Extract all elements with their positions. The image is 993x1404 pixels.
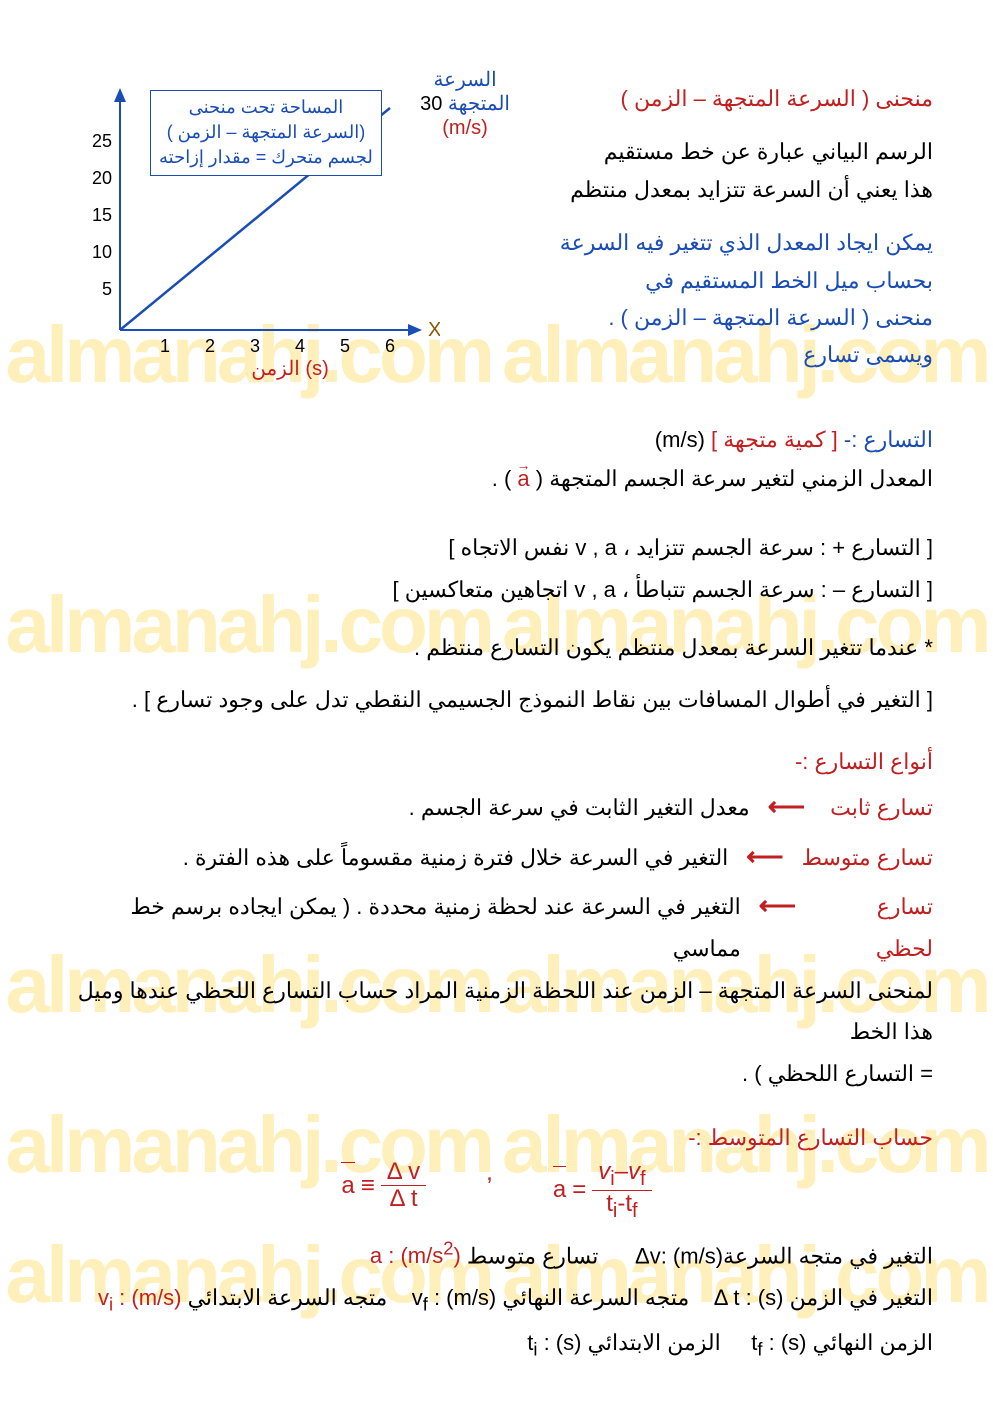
para2-l1: يمكن ايجاد المعدل الذي تتغير فيه السرعة bbox=[460, 224, 933, 261]
y-tick-30: 30 bbox=[420, 93, 442, 115]
para2-l2: بحساب ميل الخط المستقيم في bbox=[460, 262, 933, 299]
type2-def: التغير في السرعة خلال فترة زمنية مقسوماً… bbox=[183, 837, 729, 879]
sign-negative: [ التسارع – : سرعة الجسم تتباطأ ، v , a … bbox=[60, 569, 933, 611]
arrow-icon: ⟵ bbox=[746, 832, 783, 881]
type2-label: تسارع متوسط bbox=[802, 837, 933, 879]
chart-caption: المساحة تحت منحنى (السرعة المتجهة – الزم… bbox=[150, 90, 382, 176]
def-bracket: [ كمية متجهة ] bbox=[711, 427, 838, 452]
svg-text:10: 10 bbox=[92, 242, 112, 262]
vector-a: →a bbox=[517, 459, 529, 499]
type1-def: معدل التغير الثابت في سرعة الجسم . bbox=[409, 787, 750, 829]
y-unit: (m/s) bbox=[420, 116, 510, 140]
type3-def: التغير في السرعة عند لحظة زمنية محددة . … bbox=[60, 886, 741, 970]
arrow-icon: ⟵ bbox=[759, 881, 796, 930]
svg-text:6: 6 bbox=[385, 336, 395, 356]
type1-label: تسارع ثابت bbox=[823, 787, 933, 829]
para2-l4: ويسمى تسارع bbox=[460, 336, 933, 373]
def-line2b: ) . bbox=[492, 466, 512, 491]
y-label-l1: السرعة bbox=[420, 68, 510, 92]
a-bar: a bbox=[341, 1172, 354, 1200]
para2-l3: منحنى ( السرعة المتجهة – الزمن ) . bbox=[460, 299, 933, 336]
para1-l1: الرسم البياني عبارة عن خط مستقيم bbox=[460, 133, 933, 170]
velocity-time-chart: السرعة المتجهة 30 (m/s) المساحة تحت منحن… bbox=[60, 80, 440, 390]
variable-definitions: التغير في متجه السرعةΔv: (m/s) تسارع متو… bbox=[60, 1232, 933, 1368]
note-uniform: * عندما تتغير السرعة بمعدل منتظم يكون ال… bbox=[60, 635, 933, 661]
avg-title: حساب التسارع المتوسط :- bbox=[60, 1125, 933, 1151]
type3-end: = التسارع اللحظي ) . bbox=[60, 1053, 933, 1095]
bracket-line: [ التغير في أطوال المسافات بين نقاط النم… bbox=[60, 687, 933, 713]
type3-cont: لمنحنى السرعة المتجهة – الزمن عند اللحظة… bbox=[60, 970, 933, 1054]
svg-text:25: 25 bbox=[92, 131, 112, 151]
curve-title: منحنى ( السرعة المتجهة – الزمن ) bbox=[460, 80, 933, 117]
x-axis-tag: X bbox=[428, 319, 440, 341]
x-label: الزمن (s) bbox=[251, 358, 329, 380]
types-title: أنواع التسارع :- bbox=[60, 741, 933, 783]
def-label: التسارع :- bbox=[844, 427, 933, 452]
svg-text:1: 1 bbox=[160, 336, 170, 356]
sign-positive: [ التسارع + : سرعة الجسم تتزايد ، v , a … bbox=[60, 527, 933, 569]
arrow-icon: ⟵ bbox=[768, 782, 805, 831]
para1-l2: هذا يعني أن السرعة تتزايد بمعدل منتظم bbox=[460, 171, 933, 208]
svg-text:5: 5 bbox=[102, 279, 112, 299]
svg-text:3: 3 bbox=[250, 336, 260, 356]
def-unit: (m/s) bbox=[655, 427, 705, 452]
svg-text:2: 2 bbox=[205, 336, 215, 356]
def-line2a: المعدل الزمني لتغير سرعة الجسم المتجهة ( bbox=[536, 466, 933, 491]
a-bar2: a bbox=[553, 1176, 566, 1204]
svg-text:15: 15 bbox=[92, 205, 112, 225]
svg-text:20: 20 bbox=[92, 168, 112, 188]
type3-label: تسارع لحظي bbox=[814, 886, 933, 970]
svg-text:4: 4 bbox=[295, 336, 305, 356]
svg-text:5: 5 bbox=[340, 336, 350, 356]
formula-row: a ≡ Δ vΔ t , a = vi–vf ti-tf bbox=[60, 1159, 933, 1222]
